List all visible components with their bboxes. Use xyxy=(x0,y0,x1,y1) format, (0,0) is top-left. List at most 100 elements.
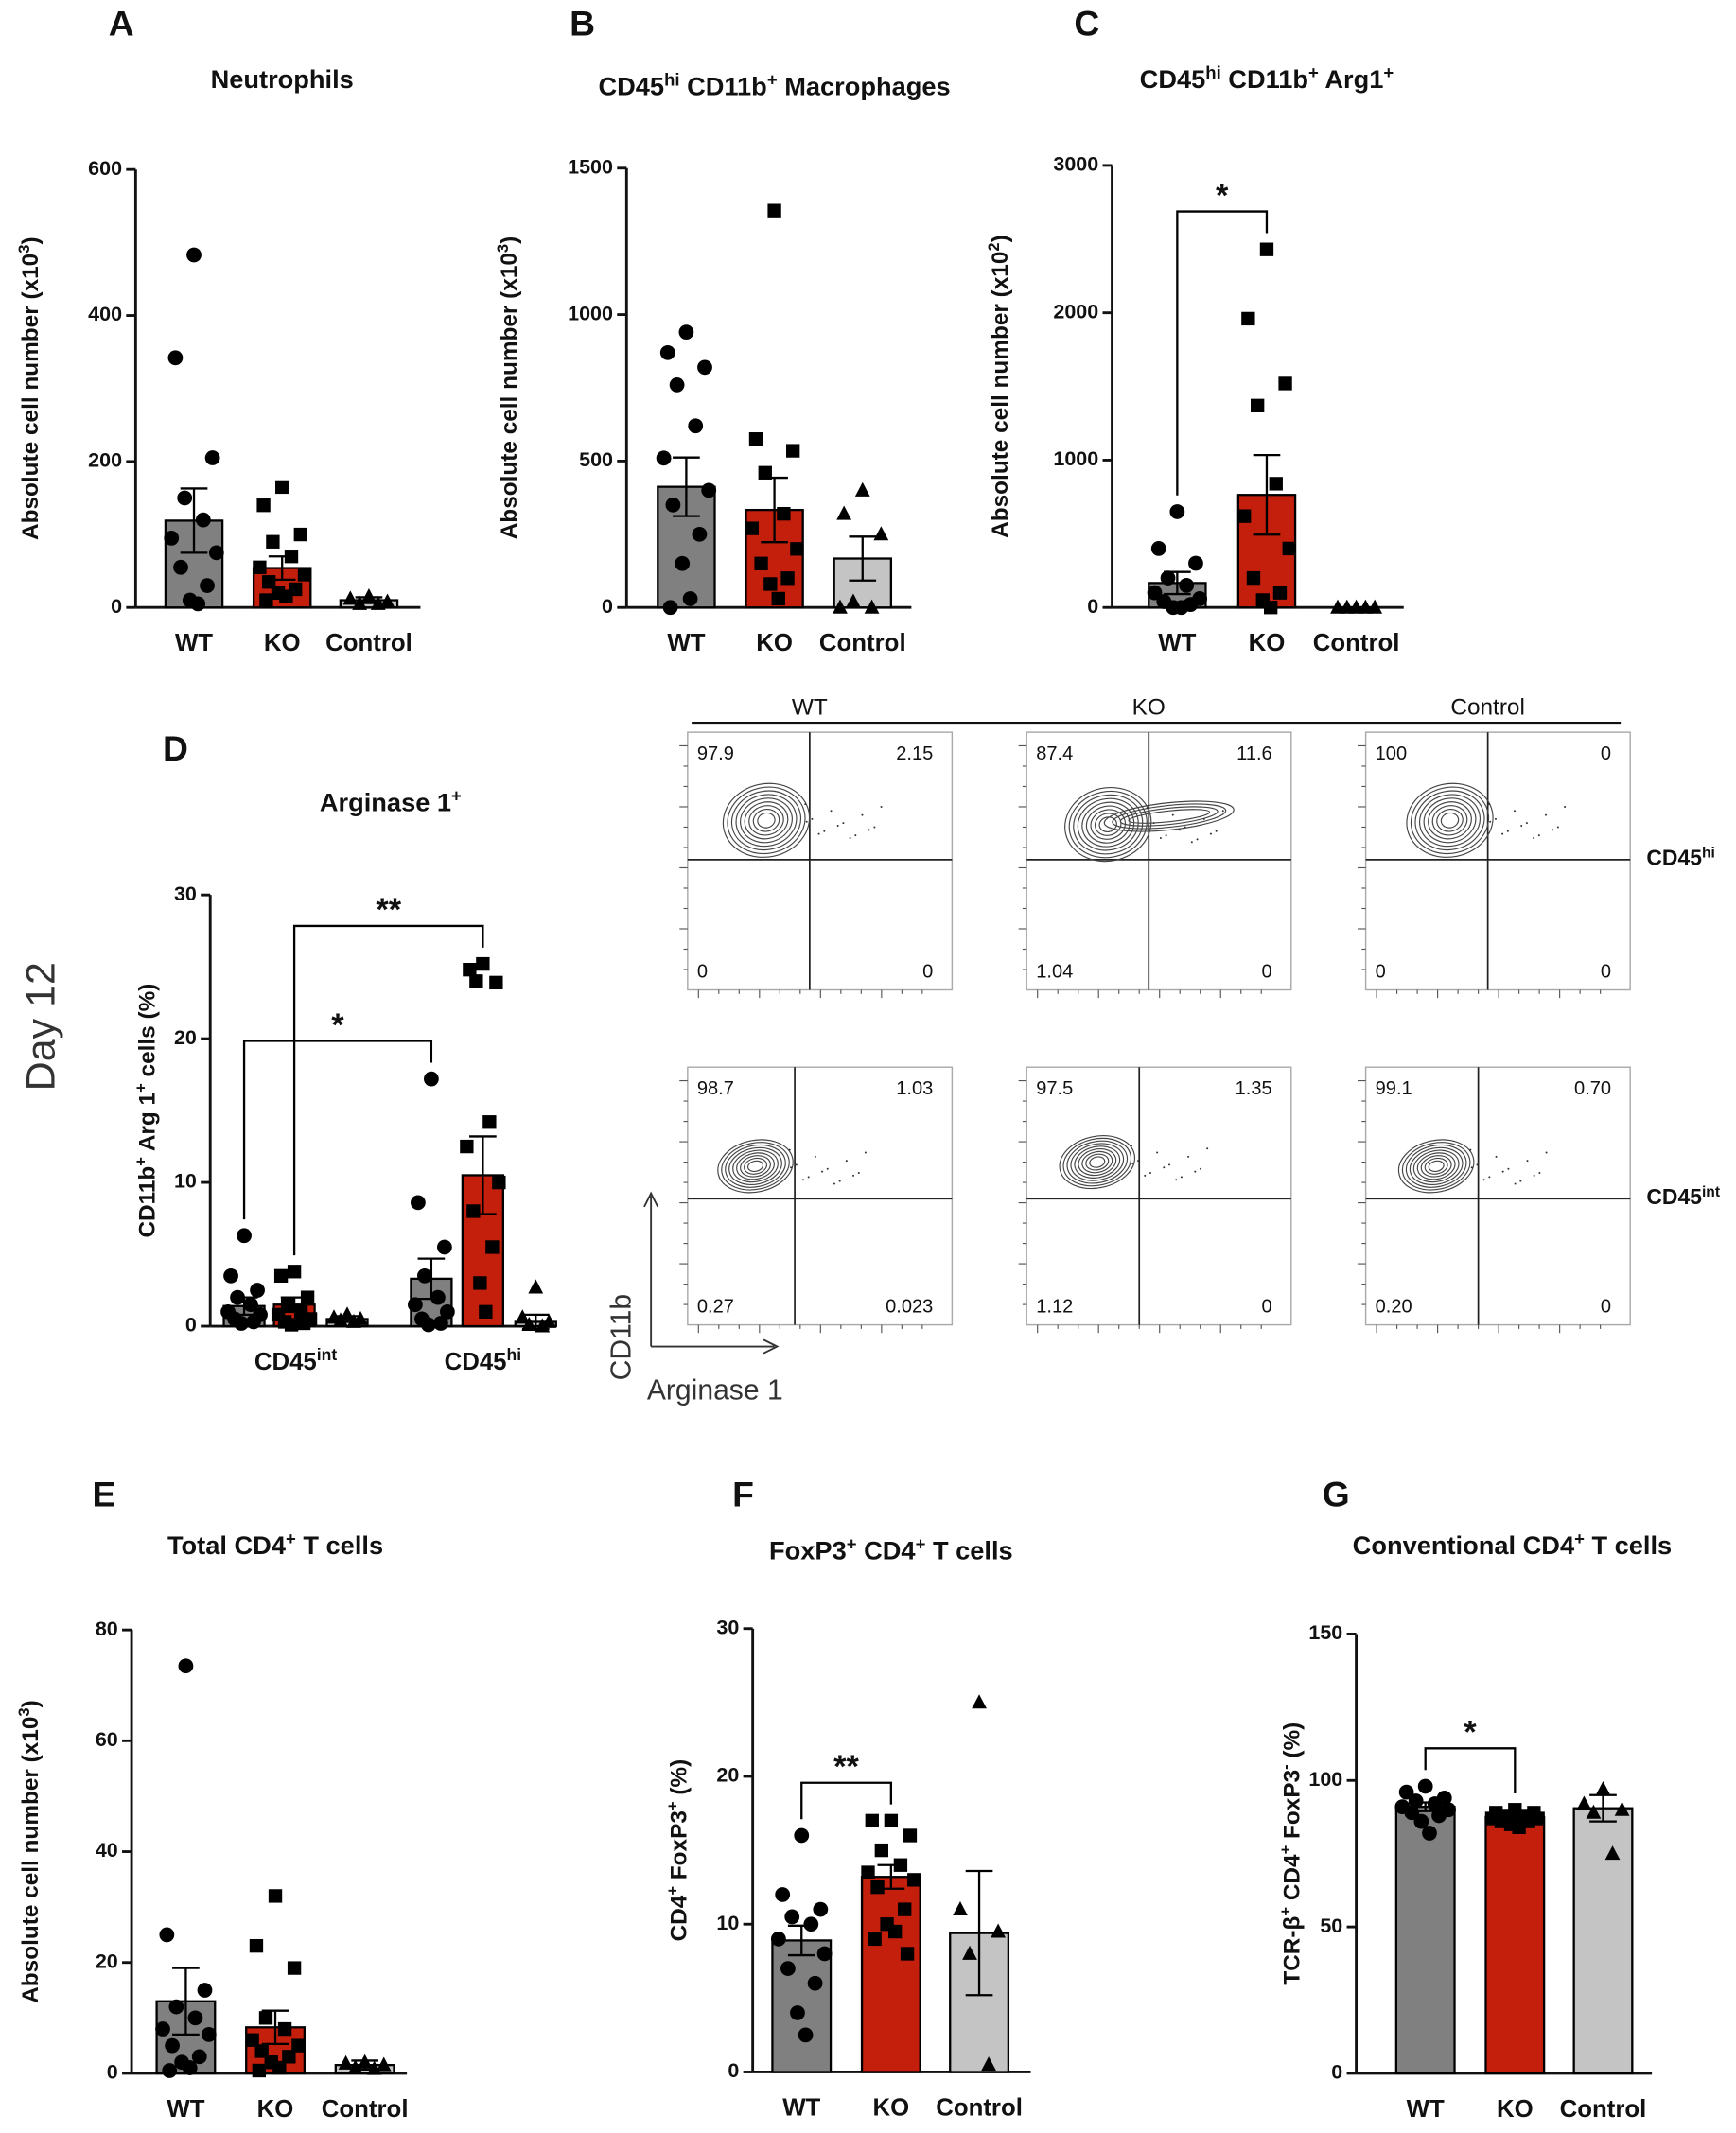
data-point xyxy=(421,1317,436,1333)
data-point xyxy=(430,1289,446,1305)
event-dot xyxy=(873,826,876,829)
quadrant-value: 0 xyxy=(697,962,708,983)
y-axis-label-part: ) xyxy=(988,235,1013,242)
quadrant-value: 0 xyxy=(1262,962,1272,983)
significance-label: * xyxy=(331,1007,344,1043)
data-point xyxy=(197,1983,213,1998)
data-point xyxy=(473,1276,487,1290)
y-tick-label: 80 xyxy=(96,1617,118,1640)
quadrant-value: 11.6 xyxy=(1236,743,1272,764)
event-dot xyxy=(1469,1148,1472,1151)
data-point xyxy=(266,534,280,549)
data-point xyxy=(258,2011,273,2025)
event-dot xyxy=(817,832,820,835)
data-point xyxy=(1241,311,1255,326)
data-point xyxy=(836,505,852,520)
side-label: Day 12 xyxy=(18,962,63,1091)
x-tick-label-sup: int xyxy=(317,1345,338,1364)
y-axis-label: TCR-β+ CD4+ FoxP3- (%) xyxy=(1276,1722,1306,1985)
data-point xyxy=(798,2027,814,2043)
y-tick-label: 1500 xyxy=(568,155,613,178)
data-point xyxy=(268,1889,283,1903)
data-point xyxy=(868,1932,882,1947)
y-axis-label-part: ) xyxy=(18,236,44,244)
significance-bracket xyxy=(1176,210,1269,496)
y-axis-label: Absolute cell number (x103) xyxy=(15,1700,44,2003)
data-point xyxy=(466,1204,481,1218)
error-bar xyxy=(877,1863,905,1890)
y-tick-label: 600 xyxy=(88,157,122,180)
data-point xyxy=(1272,586,1288,600)
event-dot xyxy=(1196,838,1199,841)
y-axis-label-sup: - xyxy=(1276,1764,1294,1770)
data-point xyxy=(293,527,307,542)
data-point xyxy=(873,526,889,541)
error-bar xyxy=(417,1257,446,1301)
quadrant-value: 0.20 xyxy=(1376,1297,1412,1318)
data-point xyxy=(287,1265,302,1279)
panel-letter: B xyxy=(570,3,595,43)
data-point xyxy=(433,1316,448,1331)
data-point xyxy=(888,1924,903,1939)
x-tick-label: KO xyxy=(1497,2096,1534,2123)
contour xyxy=(740,797,793,844)
event-dot xyxy=(1184,826,1186,829)
data-point xyxy=(440,1303,455,1320)
data-point xyxy=(861,1865,875,1879)
data-point xyxy=(340,1306,355,1321)
bar xyxy=(1484,1815,1546,2075)
contour xyxy=(1085,1153,1110,1171)
significance-bracket xyxy=(1424,1747,1517,1794)
event-dot xyxy=(1514,810,1517,813)
contour xyxy=(1406,782,1494,858)
error-bar xyxy=(673,456,700,517)
y-tick-label: 1000 xyxy=(1053,447,1098,470)
event-dot xyxy=(811,817,814,820)
chart-title-part: Arg1 xyxy=(1319,64,1384,94)
data-point xyxy=(243,1297,258,1313)
event-dot xyxy=(836,825,839,828)
data-point xyxy=(972,1694,987,1709)
y-tick-label: 60 xyxy=(96,1728,118,1751)
data-point xyxy=(287,1961,302,1975)
data-point xyxy=(492,1175,506,1190)
error-bar xyxy=(761,476,788,544)
data-point xyxy=(1150,541,1166,556)
event-dot xyxy=(821,1170,824,1173)
x-tick-label: KO xyxy=(873,2094,910,2121)
data-point xyxy=(223,1268,238,1284)
contour xyxy=(717,1139,794,1194)
y-tick-label: 150 xyxy=(1308,1621,1342,1644)
data-point xyxy=(1188,555,1203,571)
chart-title-part: Macrophages xyxy=(778,71,951,100)
data-point xyxy=(250,1283,265,1298)
data-point xyxy=(833,599,848,614)
contour xyxy=(1428,801,1472,840)
event-dot xyxy=(1159,836,1162,839)
data-point xyxy=(279,589,293,603)
chart-title-part: CD45 xyxy=(598,71,664,100)
contour xyxy=(744,801,789,840)
event-dot xyxy=(1494,817,1497,820)
data-point xyxy=(408,1297,423,1313)
y-tick-label: 0 xyxy=(1331,2061,1342,2084)
event-dot xyxy=(1507,1167,1510,1170)
y-tick-label: 2000 xyxy=(1053,300,1098,323)
data-point xyxy=(816,1946,833,1962)
quadrant-value: 0 xyxy=(1262,1297,1272,1318)
data-point xyxy=(697,359,712,376)
data-point xyxy=(159,1927,175,1943)
chart-title-sup: + xyxy=(847,1533,857,1553)
data-point xyxy=(771,1931,786,1947)
data-point xyxy=(903,1828,918,1843)
data-point xyxy=(784,1909,800,1925)
event-dot xyxy=(1470,1166,1473,1169)
data-point xyxy=(277,2021,292,2037)
y-axis-label-part: FoxP3 xyxy=(666,1810,692,1886)
event-dot xyxy=(868,829,870,831)
chart-title: Total CD4+ T cells xyxy=(167,1528,383,1560)
data-point xyxy=(669,377,685,393)
y-tick-label: 3000 xyxy=(1053,153,1098,176)
data-point xyxy=(1512,1820,1526,1834)
contour xyxy=(1059,1135,1136,1190)
